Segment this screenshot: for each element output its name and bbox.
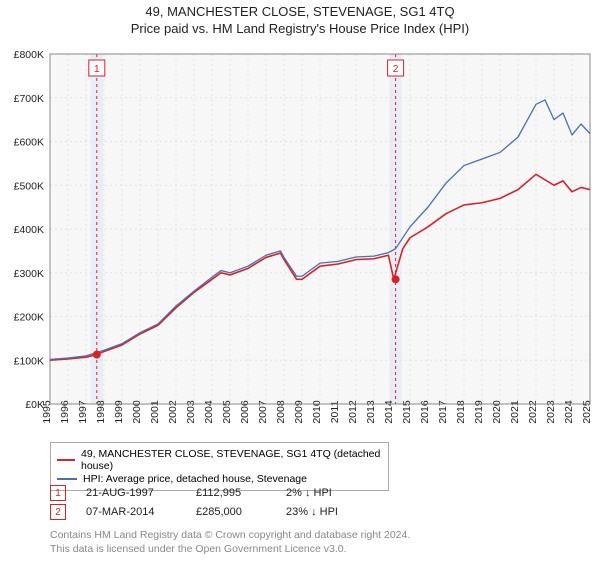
credit-line: Contains HM Land Registry data © Crown c… [50, 528, 410, 542]
svg-text:£600K: £600K [14, 137, 44, 149]
legend-label-property: 49, MANCHESTER CLOSE, STEVENAGE, SG1 4TQ… [81, 448, 382, 472]
marker-table: 1 21-AUG-1997 £112,995 2% ↓ HPI 2 07-MAR… [50, 482, 366, 523]
svg-text:2: 2 [393, 63, 399, 75]
marker-badge: 1 [50, 485, 66, 501]
svg-text:£800K: £800K [14, 49, 44, 61]
svg-text:£100K: £100K [14, 355, 44, 367]
svg-text:£700K: £700K [14, 93, 44, 105]
legend-swatch-property [57, 459, 75, 461]
marker-diff: 2% ↓ HPI [286, 487, 366, 499]
marker-date: 07-MAR-2014 [86, 506, 176, 518]
marker-price: £112,995 [196, 487, 266, 499]
credit-text: Contains HM Land Registry data © Crown c… [50, 528, 410, 556]
legend-swatch-hpi [57, 478, 77, 480]
marker-row: 1 21-AUG-1997 £112,995 2% ↓ HPI [50, 485, 366, 501]
marker-price: £285,000 [196, 506, 266, 518]
svg-text:£300K: £300K [14, 268, 44, 280]
svg-text:£500K: £500K [14, 180, 44, 192]
svg-text:£200K: £200K [14, 312, 44, 324]
credit-line: This data is licensed under the Open Gov… [50, 542, 410, 556]
svg-text:£400K: £400K [14, 224, 44, 236]
legend-item-property: 49, MANCHESTER CLOSE, STEVENAGE, SG1 4TQ… [57, 448, 382, 472]
marker-diff: 23% ↓ HPI [286, 506, 366, 518]
marker-date: 21-AUG-1997 [86, 487, 176, 499]
price-chart: £0K£100K£200K£300K£400K£500K£600K£700K£8… [0, 4, 600, 434]
marker-row: 2 07-MAR-2014 £285,000 23% ↓ HPI [50, 504, 366, 520]
marker-badge: 2 [50, 504, 66, 520]
svg-text:1: 1 [94, 63, 100, 75]
